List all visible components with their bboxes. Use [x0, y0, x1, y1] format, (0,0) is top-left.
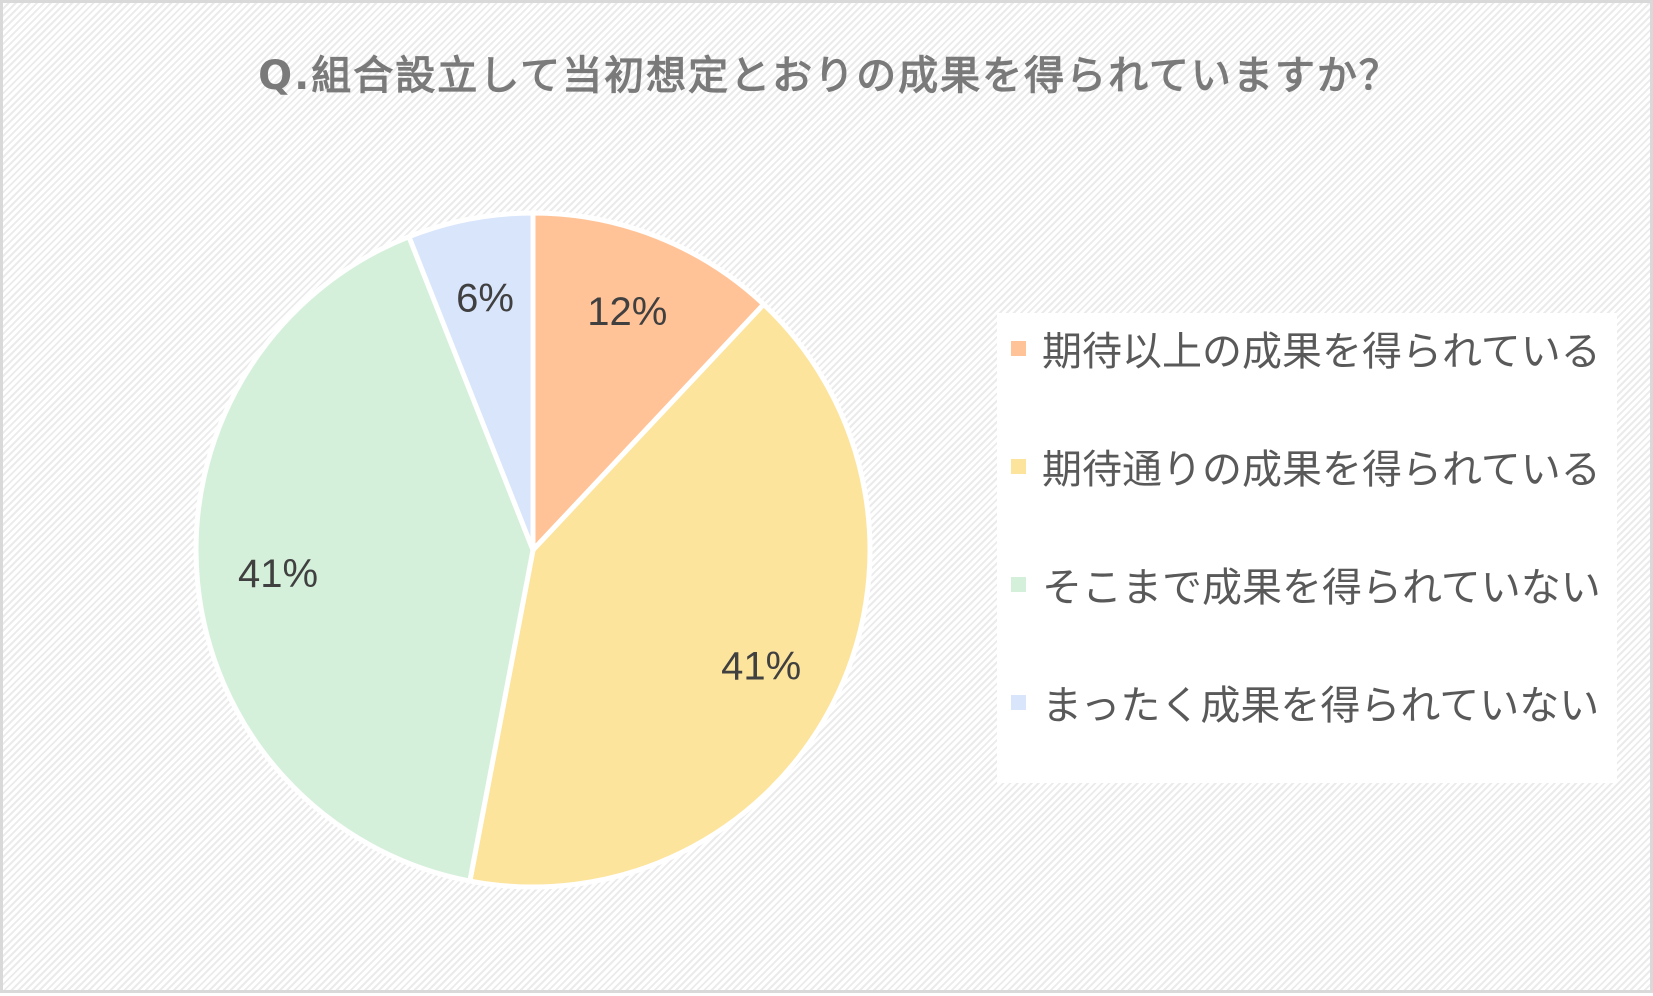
- legend-label: 期待以上の成果を得られている: [1042, 329, 1601, 375]
- legend-label: 期待通りの成果を得られている: [1042, 447, 1601, 493]
- pie-slice: [193, 234, 536, 884]
- legend-swatch: [1011, 576, 1026, 592]
- pie-slice: [467, 301, 873, 890]
- legend-item: そこまで成果を得られていない: [1011, 559, 1601, 611]
- legend-item: まったく成果を得られていない: [1011, 677, 1599, 729]
- pie-data-label: 12%: [587, 290, 667, 334]
- legend-item: 期待以上の成果を得られている: [1011, 323, 1601, 375]
- legend: 期待以上の成果を得られている 期待通りの成果を得られている そこまで成果を得られてい…: [997, 313, 1617, 783]
- legend-label: まったく成果を得られていない: [1042, 683, 1600, 729]
- pie-data-label: 6%: [456, 276, 514, 320]
- chart-title: Q.組合設立して当初想定とおりの成果を得られていますか？: [258, 53, 1401, 99]
- pie-data-labels: 12% 41% 41% 6%: [238, 276, 801, 688]
- pie-chart: 12% 41% 41% 6%: [193, 210, 873, 890]
- pie-data-label: 41%: [238, 552, 318, 596]
- legend-swatch: [1011, 340, 1026, 356]
- legend-label: そこまで成果を得られていない: [1042, 565, 1601, 611]
- pie-slices: [193, 210, 873, 890]
- pie-data-label: 41%: [721, 644, 801, 688]
- pie-slice: [530, 210, 767, 553]
- pie-slice: [406, 210, 536, 553]
- legend-swatch: [1011, 458, 1026, 474]
- legend-item: 期待通りの成果を得られている: [1011, 441, 1601, 493]
- legend-swatch: [1011, 694, 1026, 710]
